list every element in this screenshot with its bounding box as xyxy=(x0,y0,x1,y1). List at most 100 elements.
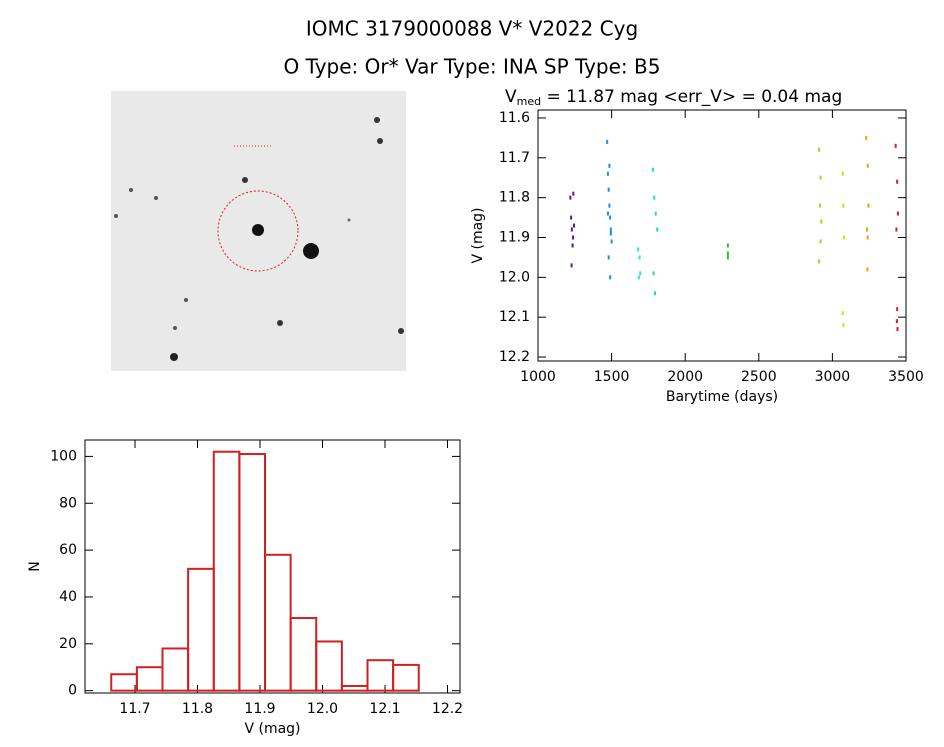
point xyxy=(820,219,823,224)
point xyxy=(865,227,868,232)
point xyxy=(607,255,610,260)
point xyxy=(843,235,846,240)
y-tick-label: 40 xyxy=(59,589,77,605)
point xyxy=(842,203,845,208)
bar xyxy=(289,617,318,692)
y-tick-label: 11.6 xyxy=(499,110,530,126)
title-rest: = 11.87 mag <err_V> = 0.04 mag xyxy=(541,87,842,107)
point xyxy=(818,203,821,208)
bar xyxy=(187,567,215,692)
scatter-title: Vmed = 11.87 mag <err_V> = 0.04 mag xyxy=(505,87,842,108)
y-axis-label: N xyxy=(27,561,43,571)
page-subtitle: O Type: Or* Var Type: INA SP Type: B5 xyxy=(284,55,661,79)
bar xyxy=(238,453,266,692)
page-title: IOMC 3179000088 V* V2022 Cyg xyxy=(306,17,638,41)
x-tick-label: 11.8 xyxy=(182,701,213,717)
y-tick-label: 100 xyxy=(50,448,77,464)
point xyxy=(638,255,641,260)
bar xyxy=(212,450,241,692)
point xyxy=(819,239,822,244)
x-tick-label: 12.0 xyxy=(307,701,338,717)
y-tick-label: 80 xyxy=(59,495,77,511)
x-tick-label: 12.1 xyxy=(369,701,400,717)
title-symbol: V xyxy=(505,87,517,107)
point xyxy=(818,147,821,152)
point xyxy=(606,139,609,144)
point xyxy=(866,267,869,272)
bar xyxy=(366,659,395,692)
x-tick-label: 3000 xyxy=(815,369,851,385)
scatter-title: Vmed = 11.87 mag <err_V> = 0.04 mag xyxy=(505,87,842,108)
point xyxy=(867,203,870,208)
point xyxy=(608,163,611,168)
point xyxy=(570,263,573,268)
x-tick-label: 2500 xyxy=(741,369,777,385)
bar xyxy=(161,647,190,692)
point xyxy=(896,307,899,312)
finder-image xyxy=(111,91,406,371)
y-tick-label: 20 xyxy=(59,636,77,652)
point xyxy=(818,259,821,264)
point xyxy=(608,203,611,208)
point xyxy=(653,195,656,200)
point xyxy=(895,319,898,324)
point xyxy=(895,227,898,232)
point xyxy=(726,251,729,256)
x-axis-label: V (mag) xyxy=(244,721,300,737)
bar xyxy=(264,553,292,692)
bar xyxy=(110,673,138,692)
point xyxy=(894,143,897,148)
point xyxy=(572,191,575,196)
y-tick-label: 11.8 xyxy=(499,190,530,206)
bar xyxy=(340,684,369,692)
point xyxy=(866,163,869,168)
x-tick-label: 1000 xyxy=(520,369,556,385)
point xyxy=(654,291,657,296)
point xyxy=(726,255,729,260)
x-tick-label: 3500 xyxy=(888,369,924,385)
point xyxy=(609,275,612,280)
x-tick-label: 2000 xyxy=(667,369,703,385)
point xyxy=(896,327,899,332)
point xyxy=(841,171,844,176)
point xyxy=(573,223,576,228)
x-tick-label: 1500 xyxy=(594,369,630,385)
point xyxy=(865,135,868,140)
point xyxy=(606,211,609,216)
point xyxy=(610,239,613,244)
plot-frame xyxy=(537,109,907,362)
bar xyxy=(392,663,420,692)
point xyxy=(842,323,845,328)
point xyxy=(609,215,612,220)
point xyxy=(639,271,642,276)
y-tick-label: 12.2 xyxy=(499,349,530,365)
point xyxy=(637,247,640,252)
y-tick-label: 60 xyxy=(59,542,77,558)
bar xyxy=(315,640,343,692)
point xyxy=(570,227,573,232)
point xyxy=(569,195,572,200)
bar xyxy=(135,666,164,692)
plot-frame xyxy=(84,439,461,694)
point xyxy=(571,243,574,248)
y-axis-label: V (mag) xyxy=(470,207,486,263)
x-axis-label: Barytime (days) xyxy=(666,389,778,405)
point xyxy=(819,175,822,180)
point xyxy=(656,227,659,232)
point xyxy=(570,215,573,220)
x-tick-label: 11.9 xyxy=(244,701,275,717)
point xyxy=(609,227,612,232)
y-tick-label: 11.7 xyxy=(499,150,530,166)
point xyxy=(726,243,729,248)
point xyxy=(606,171,609,176)
x-tick-label: 12.2 xyxy=(432,701,463,717)
point xyxy=(652,271,655,276)
y-tick-label: 12.1 xyxy=(499,309,530,325)
point xyxy=(609,231,612,236)
point xyxy=(896,179,899,184)
point xyxy=(841,311,844,316)
point xyxy=(896,211,899,216)
y-tick-label: 11.9 xyxy=(499,229,530,245)
